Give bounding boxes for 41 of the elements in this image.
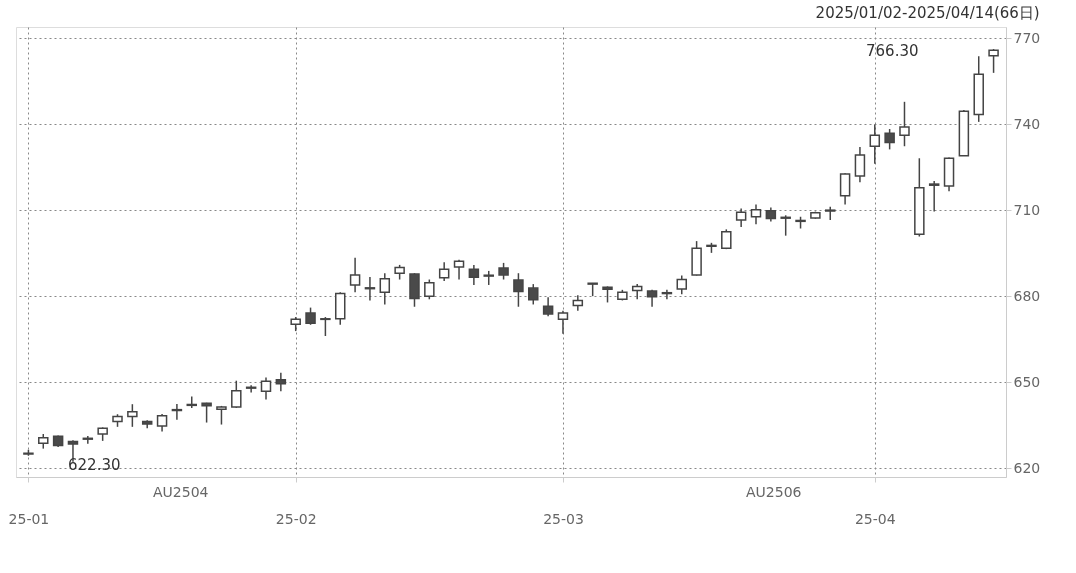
candlestick bbox=[928, 180, 940, 213]
candlestick bbox=[750, 203, 762, 225]
candlestick bbox=[127, 403, 138, 428]
candlestick bbox=[513, 272, 524, 308]
candlestick bbox=[275, 371, 287, 393]
x-tick-label: 25-03 bbox=[543, 510, 584, 527]
candlestick bbox=[438, 261, 450, 282]
x-tick-label: 25-02 bbox=[275, 510, 317, 527]
candlestick bbox=[468, 264, 480, 286]
candlestick bbox=[424, 278, 435, 301]
chart-title: 2025/01/02-2025/04/14(66日) bbox=[815, 4, 1040, 22]
candlestick bbox=[320, 316, 331, 337]
y-tick-label: 680 bbox=[1013, 287, 1041, 304]
candlestick bbox=[557, 310, 569, 335]
candlestick bbox=[735, 207, 747, 228]
candlestick bbox=[676, 274, 688, 295]
candlestick bbox=[528, 283, 539, 306]
candlestick bbox=[260, 376, 272, 401]
y-tick-label: 620 bbox=[1013, 459, 1041, 476]
candlestick bbox=[231, 379, 242, 409]
y-tick-label: 650 bbox=[1013, 373, 1041, 390]
candlestick bbox=[854, 146, 866, 184]
candlestick bbox=[824, 205, 836, 221]
text: AU2506 bbox=[746, 484, 802, 500]
annotation: 622.30 bbox=[68, 456, 121, 474]
y-tick-label: 710 bbox=[1013, 201, 1041, 218]
candlestick bbox=[542, 296, 554, 317]
annotation: 766.30 bbox=[866, 42, 919, 60]
candlestick bbox=[869, 123, 881, 165]
candlestick bbox=[349, 256, 361, 293]
x-tick-label: 25-01 bbox=[8, 510, 50, 527]
candlestick bbox=[379, 272, 391, 306]
candlestick bbox=[839, 172, 851, 206]
y-tick-label: 740 bbox=[1013, 115, 1041, 132]
candlestick bbox=[884, 128, 895, 151]
x-tick-label: 25-04 bbox=[854, 510, 896, 527]
text: AU2504 bbox=[153, 484, 209, 500]
candlestick bbox=[899, 101, 910, 147]
candlestick bbox=[988, 48, 999, 74]
candlestick bbox=[780, 214, 791, 237]
y-tick-label: 770 bbox=[1013, 29, 1041, 46]
